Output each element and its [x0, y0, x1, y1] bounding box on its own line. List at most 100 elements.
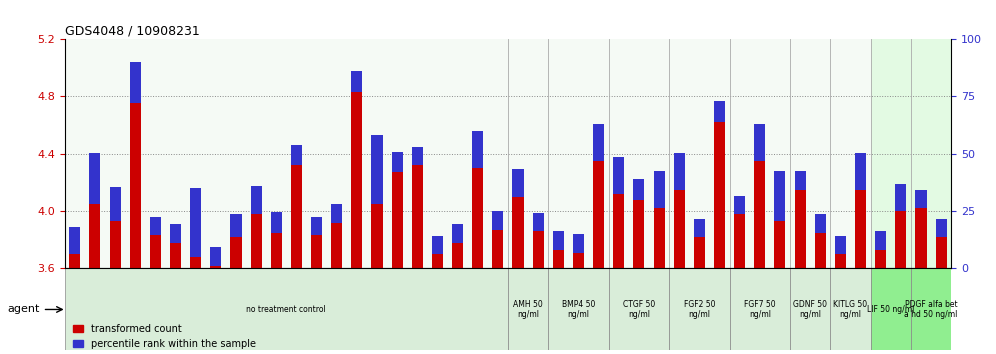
Text: GDS4048 / 10908231: GDS4048 / 10908231: [65, 25, 199, 38]
Bar: [573, 234, 584, 253]
Bar: [831, 39, 871, 268]
Bar: [230, 237, 241, 268]
Text: KITLG 50
ng/ml: KITLG 50 ng/ml: [834, 300, 868, 319]
Bar: [311, 217, 322, 235]
Bar: [734, 214, 745, 268]
Bar: [70, 227, 81, 254]
Bar: [548, 268, 609, 350]
Bar: [411, 147, 423, 165]
Bar: [714, 122, 725, 268]
Bar: [372, 204, 382, 268]
Bar: [911, 268, 951, 350]
Bar: [170, 242, 181, 268]
Bar: [669, 39, 729, 268]
Bar: [815, 233, 826, 268]
Bar: [190, 257, 201, 268]
Bar: [508, 39, 548, 268]
Bar: [332, 204, 343, 223]
Bar: [129, 62, 140, 103]
Bar: [609, 268, 669, 350]
Bar: [391, 172, 402, 268]
Bar: [508, 268, 548, 350]
Bar: [790, 268, 831, 350]
Bar: [411, 165, 423, 268]
Bar: [795, 190, 806, 268]
Bar: [911, 39, 951, 268]
Bar: [614, 157, 624, 194]
Bar: [875, 250, 886, 268]
Bar: [754, 124, 765, 161]
Bar: [149, 235, 161, 268]
Bar: [352, 92, 363, 268]
Bar: [831, 268, 871, 350]
Bar: [633, 200, 644, 268]
Bar: [895, 211, 906, 268]
Text: FGF7 50
ng/ml: FGF7 50 ng/ml: [744, 300, 776, 319]
Bar: [90, 204, 101, 268]
Bar: [790, 39, 831, 268]
Bar: [533, 231, 544, 268]
Bar: [895, 184, 906, 211]
Bar: [271, 212, 282, 233]
Bar: [230, 214, 241, 237]
Bar: [855, 153, 867, 190]
Bar: [593, 124, 605, 161]
Bar: [915, 208, 926, 268]
Bar: [110, 187, 121, 221]
Bar: [492, 211, 503, 230]
Bar: [653, 171, 664, 208]
Bar: [251, 187, 262, 214]
Bar: [875, 232, 886, 250]
Bar: [593, 161, 605, 268]
Bar: [372, 135, 382, 204]
Bar: [291, 144, 302, 165]
Text: BMP4 50
ng/ml: BMP4 50 ng/ml: [562, 300, 596, 319]
Bar: [915, 190, 926, 208]
Bar: [472, 131, 483, 168]
Text: no treatment control: no treatment control: [246, 305, 327, 314]
Bar: [129, 103, 140, 268]
Bar: [472, 168, 483, 268]
Text: LIF 50 ng/ml: LIF 50 ng/ml: [868, 305, 914, 314]
Bar: [694, 218, 705, 237]
Bar: [432, 236, 443, 254]
Bar: [795, 171, 806, 190]
Bar: [871, 268, 911, 350]
Bar: [332, 223, 343, 268]
Text: AMH 50
ng/ml: AMH 50 ng/ml: [513, 300, 543, 319]
Bar: [251, 214, 262, 268]
Bar: [210, 247, 221, 266]
Text: PDGF alfa bet
a hd 50 ng/ml: PDGF alfa bet a hd 50 ng/ml: [904, 300, 958, 319]
Bar: [729, 39, 790, 268]
Bar: [533, 213, 544, 231]
Bar: [352, 72, 363, 92]
Bar: [775, 221, 786, 268]
Bar: [210, 266, 221, 268]
Bar: [653, 208, 664, 268]
Bar: [609, 39, 669, 268]
Bar: [673, 153, 684, 190]
Bar: [754, 161, 765, 268]
Bar: [110, 221, 121, 268]
Bar: [855, 190, 867, 268]
Bar: [149, 217, 161, 235]
Bar: [291, 165, 302, 268]
Text: GDNF 50
ng/ml: GDNF 50 ng/ml: [793, 300, 827, 319]
Bar: [513, 197, 524, 268]
Bar: [65, 39, 508, 268]
Bar: [775, 171, 786, 221]
Bar: [271, 233, 282, 268]
Bar: [70, 254, 81, 268]
Text: CTGF 50
ng/ml: CTGF 50 ng/ml: [622, 300, 655, 319]
Bar: [935, 218, 946, 237]
Bar: [90, 153, 101, 204]
Bar: [935, 237, 946, 268]
Bar: [673, 190, 684, 268]
Legend: transformed count, percentile rank within the sample: transformed count, percentile rank withi…: [70, 320, 260, 353]
Bar: [432, 254, 443, 268]
Bar: [835, 254, 846, 268]
Bar: [311, 235, 322, 268]
Bar: [492, 230, 503, 268]
Bar: [548, 39, 609, 268]
Bar: [452, 242, 463, 268]
